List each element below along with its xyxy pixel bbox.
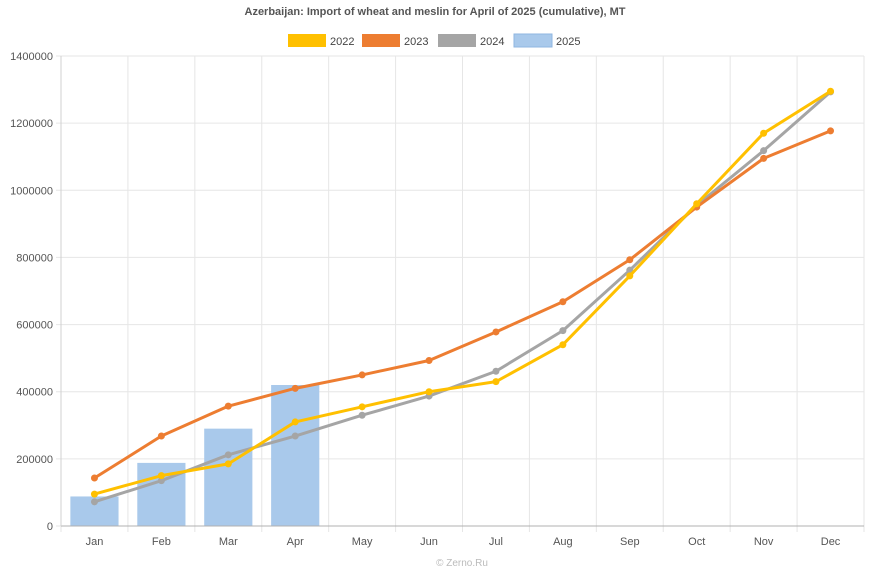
legend-label-2023: 2023 — [404, 36, 428, 48]
x-tick-label: Aug — [553, 536, 573, 548]
x-tick-label: Jul — [489, 536, 503, 548]
line-2023 — [93, 129, 832, 480]
point-2024-mar — [224, 451, 232, 459]
x-tick-label: Jun — [420, 536, 438, 548]
point-2023-feb — [157, 432, 165, 440]
point-2022-dec — [827, 87, 835, 95]
chart-title: Azerbaijan: Import of wheat and meslin f… — [245, 6, 626, 18]
x-tick-label: Nov — [754, 536, 774, 548]
point-2023-apr — [291, 384, 299, 392]
legend: 2022 2023 2024 2025 — [288, 33, 580, 48]
point-2022-feb — [157, 472, 165, 480]
x-tick-label: Jan — [86, 536, 104, 548]
legend-swatch-2024 — [438, 34, 476, 47]
y-tick-label: 600000 — [16, 320, 53, 332]
point-2023-nov — [760, 154, 768, 162]
x-tick-label: Mar — [219, 536, 238, 548]
point-2022-nov — [760, 129, 768, 137]
point-2023-jan — [90, 474, 98, 482]
legend-label-2025: 2025 — [556, 36, 580, 48]
point-2022-apr — [291, 418, 299, 426]
x-tick-label: Apr — [287, 536, 304, 548]
point-2023-aug — [559, 298, 567, 306]
legend-swatch-2023 — [362, 34, 400, 47]
point-2024-aug — [559, 327, 567, 335]
point-2022-may — [358, 403, 366, 411]
y-tick-label: 0 — [47, 521, 53, 533]
line-2024 — [94, 90, 832, 504]
y-tick-label: 1400000 — [10, 51, 53, 63]
x-tick-label: May — [352, 536, 373, 548]
point-2023-jul — [492, 328, 500, 336]
legend-label-2022: 2022 — [330, 36, 354, 48]
line-series — [90, 87, 835, 506]
point-2022-jun — [425, 388, 433, 396]
point-2024-nov — [760, 147, 768, 155]
x-tick-label: Oct — [688, 536, 705, 548]
y-tick-label: 400000 — [16, 387, 53, 399]
point-2022-sep — [626, 272, 634, 280]
point-2022-oct — [693, 200, 701, 208]
y-tick-label: 200000 — [16, 454, 53, 466]
legend-label-2024: 2024 — [480, 36, 504, 48]
grid — [56, 55, 865, 532]
legend-swatch-2025 — [513, 33, 553, 48]
point-2023-sep — [626, 256, 634, 264]
point-2023-may — [358, 371, 366, 379]
bar-2025-apr — [271, 385, 320, 526]
point-2024-apr — [291, 432, 299, 440]
point-2023-dec — [827, 127, 835, 135]
y-tick-label: 1200000 — [10, 118, 53, 130]
x-tick-label: Feb — [152, 536, 171, 548]
point-2022-aug — [559, 341, 567, 349]
point-2023-mar — [224, 402, 232, 410]
line-2022 — [94, 89, 832, 496]
y-tick-label: 1000000 — [10, 185, 53, 197]
point-2023-jun — [425, 356, 433, 364]
y-tick-label: 800000 — [16, 252, 53, 264]
axes: 0 200000 400000 600000 800000 1000000 1200000 1… — [10, 51, 864, 548]
point-2022-jan — [90, 490, 98, 498]
x-tick-label: Sep — [620, 536, 640, 548]
bar-2025-mar — [204, 428, 253, 526]
point-2022-mar — [224, 460, 232, 468]
point-2022-jul — [492, 378, 500, 386]
point-2024-jul — [492, 367, 500, 375]
x-tick-label: Dec — [821, 536, 841, 548]
credit-text: © Zerno.Ru — [436, 558, 488, 569]
legend-swatch-2022 — [288, 34, 326, 47]
point-2024-feb — [157, 477, 165, 485]
point-2024-may — [358, 411, 366, 419]
point-2024-jan — [90, 498, 98, 506]
